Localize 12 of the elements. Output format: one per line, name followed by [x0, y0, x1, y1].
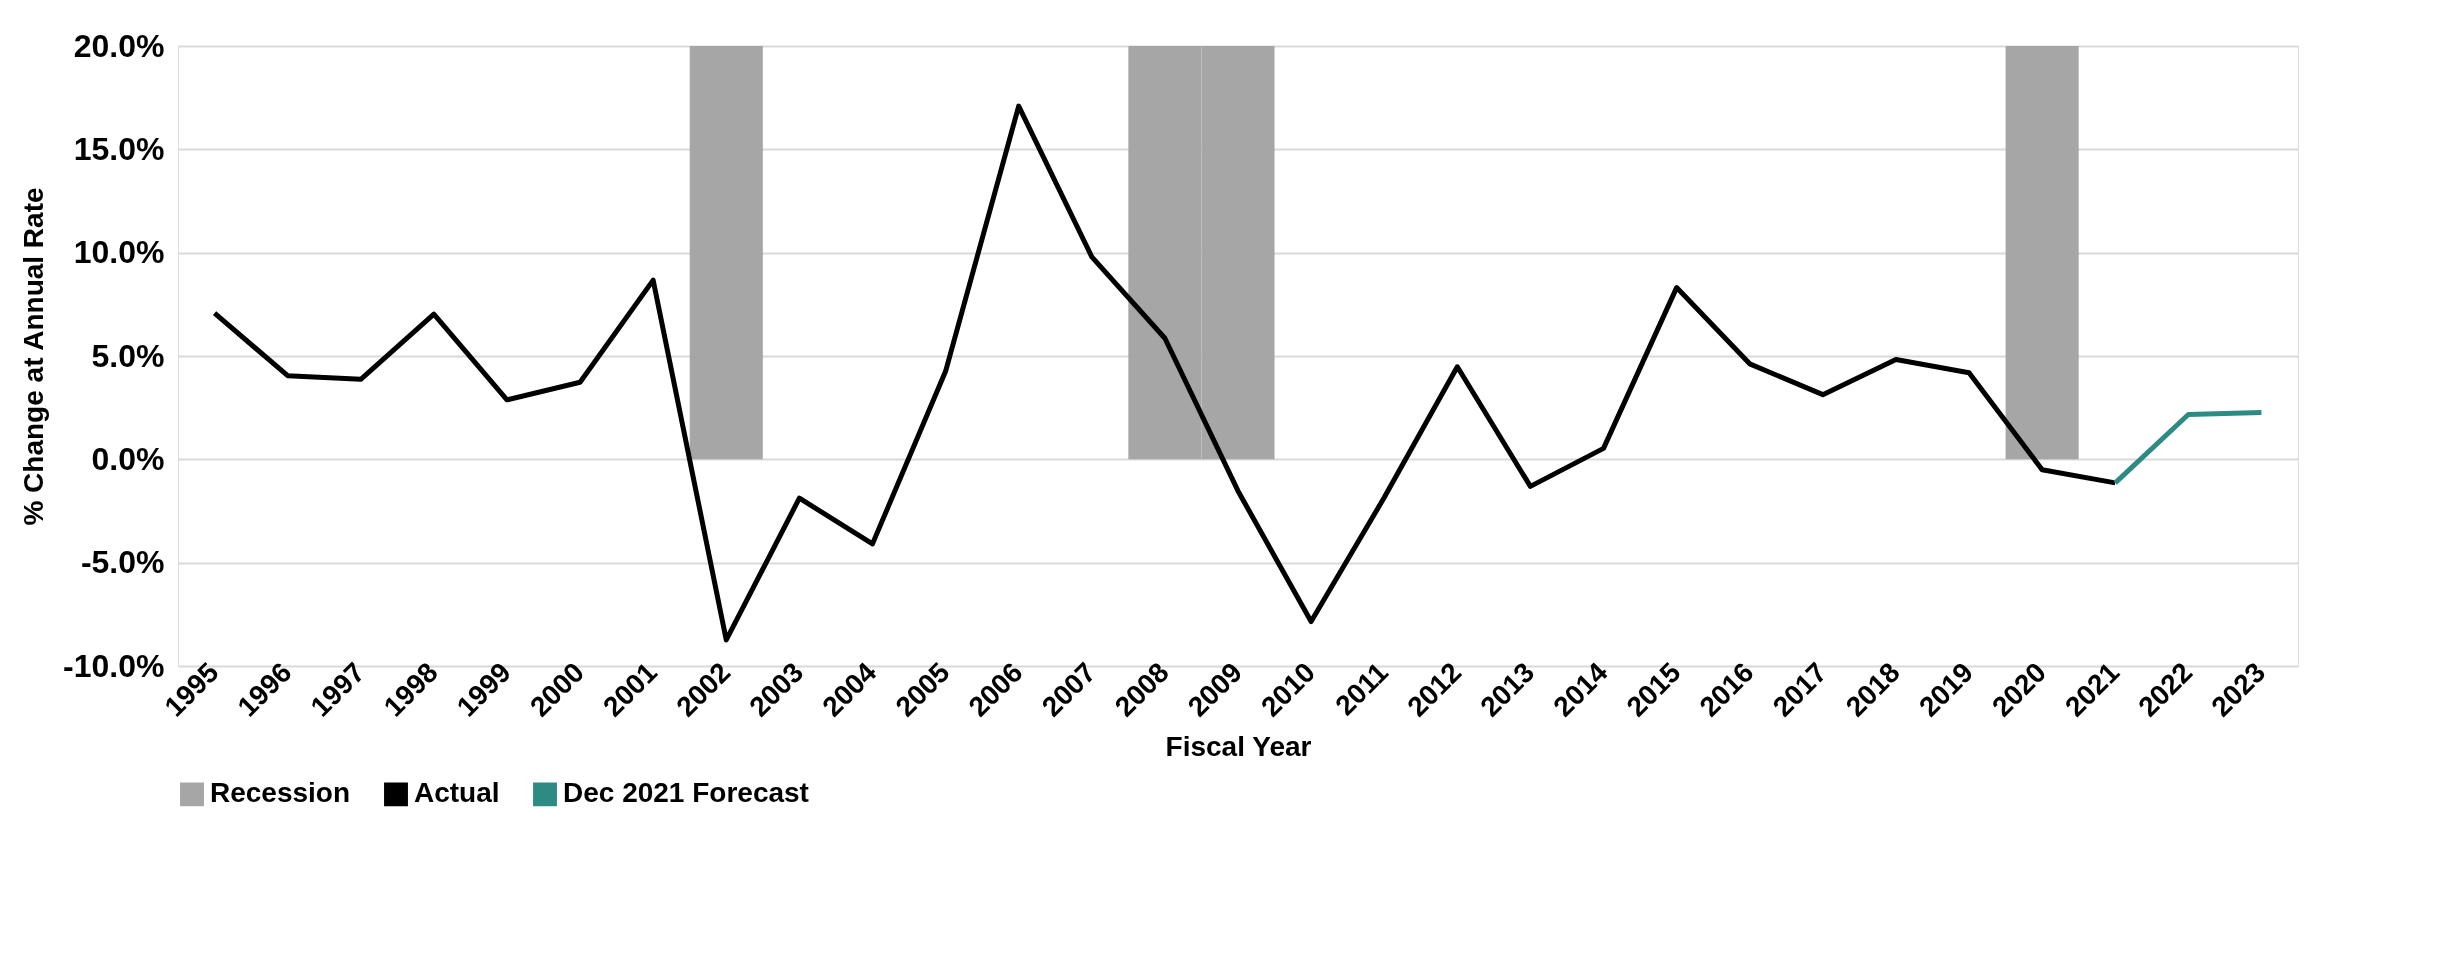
x-axis-title: Fiscal Year	[1165, 731, 1312, 763]
y-tick-label: -10.0%	[63, 647, 165, 684]
y-tick-label: 15.0%	[73, 130, 165, 167]
y-tick-label: 5.0%	[91, 337, 165, 374]
legend-label: Dec 2021 Forecast	[563, 777, 809, 809]
y-tick-label: 0.0%	[91, 440, 165, 477]
y-tick-label: -5.0%	[80, 544, 165, 581]
legend-label: Actual	[414, 777, 500, 809]
legend-label: Recession	[210, 777, 351, 809]
y-axis-title: % Change at Annual Rate	[18, 187, 50, 526]
y-tick-label: 20.0%	[73, 27, 165, 64]
y-tick-label: 10.0%	[73, 234, 165, 271]
